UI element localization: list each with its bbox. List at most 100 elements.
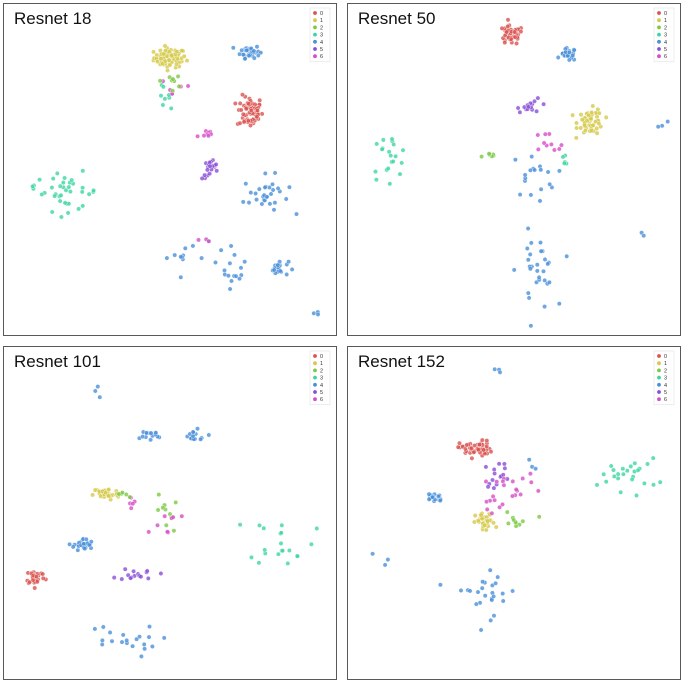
scatter-point-class-2 <box>176 84 182 89</box>
scatter-point-class-6 <box>520 476 526 481</box>
scatter-point-class-1 <box>179 48 185 54</box>
scatter-point-class-3 <box>611 467 616 473</box>
scatter-point-class-6 <box>500 501 505 507</box>
scatter-point-class-0 <box>257 97 263 103</box>
legend-marker-0 <box>313 354 317 358</box>
scatter-point-class-6 <box>179 513 185 519</box>
legend-label-5: 5 <box>664 47 667 53</box>
scatter-point-class-4 <box>262 170 268 176</box>
legend-label-1: 1 <box>320 361 323 367</box>
legend-marker-5 <box>313 390 317 394</box>
scatter-point-class-6 <box>535 132 541 138</box>
scatter-point-class-1 <box>573 135 579 141</box>
scatter-point-class-4 <box>534 268 540 274</box>
scatter-point-class-4 <box>275 185 281 191</box>
scatter-point-class-2 <box>170 76 176 82</box>
legend-label-1: 1 <box>320 18 323 24</box>
scatter-point-class-3 <box>80 168 86 174</box>
scatter-point-class-4 <box>382 562 388 568</box>
scatter-point-class-5 <box>122 566 128 572</box>
scatter-point-class-5 <box>128 575 133 581</box>
scatter-point-class-1 <box>106 493 112 499</box>
scatter-point-class-4 <box>270 181 275 187</box>
scatter-point-class-1 <box>98 493 104 499</box>
scatter-point-class-1 <box>594 130 600 136</box>
legend-marker-1 <box>657 18 661 23</box>
scatter-point-class-6 <box>497 504 503 510</box>
scatter-point-class-6 <box>559 142 564 148</box>
scatter-point-class-5 <box>541 101 547 107</box>
scatter-point-class-4 <box>370 551 375 557</box>
legend-marker-1 <box>657 361 661 366</box>
scatter-point-class-6 <box>484 499 489 505</box>
scatter-point-class-3 <box>635 467 641 473</box>
scatter-point-class-4 <box>259 201 265 207</box>
scatter-point-class-3 <box>278 530 284 536</box>
scatter-point-class-5 <box>111 575 117 581</box>
legend-label-3: 3 <box>664 376 667 382</box>
scatter-point-class-6 <box>535 488 541 494</box>
scatter-point-class-4 <box>532 167 538 173</box>
scatter-point-class-6 <box>146 529 152 535</box>
legend-label-2: 2 <box>320 368 323 374</box>
scatter-point-class-4 <box>426 496 432 502</box>
legend-marker-1 <box>313 18 317 23</box>
scatter-point-class-3 <box>397 171 403 177</box>
legend-marker-3 <box>313 32 317 37</box>
scatter-point-class-2 <box>170 88 176 94</box>
scatter-point-class-6 <box>206 133 211 139</box>
scatter-point-class-4 <box>140 434 146 440</box>
scatter-point-class-3 <box>618 489 624 495</box>
scatter-point-class-4 <box>491 613 497 619</box>
scatter-point-class-5 <box>158 571 164 576</box>
scatter-point-class-0 <box>518 29 524 34</box>
scatter-point-class-0 <box>499 25 505 31</box>
scatter-point-class-3 <box>49 185 55 191</box>
scatter-point-class-4 <box>242 56 248 62</box>
scatter-point-class-3 <box>611 473 617 479</box>
scatter-point-class-3 <box>285 560 291 566</box>
scatter-point-class-5 <box>501 461 507 467</box>
scatter-point-class-3 <box>374 141 380 147</box>
scatter-point-class-4 <box>641 233 647 239</box>
legend-label-5: 5 <box>320 390 323 396</box>
scatter-point-class-4 <box>487 567 493 573</box>
legend-label-2: 2 <box>320 25 323 31</box>
scatter-point-class-3 <box>57 183 63 189</box>
scatter-point-class-0 <box>476 447 481 453</box>
scatter-point-class-4 <box>213 260 218 265</box>
scatter-point-class-4 <box>164 255 170 261</box>
scatter-point-class-4 <box>254 44 260 50</box>
scatter-point-class-2 <box>123 492 129 497</box>
scatter-point-class-4 <box>564 253 570 259</box>
scatter-point-class-3 <box>80 203 86 209</box>
scatter-point-class-4 <box>655 124 661 130</box>
scatter-point-class-0 <box>238 107 244 113</box>
scatter-point-class-0 <box>243 106 249 112</box>
scatter-point-class-2 <box>520 518 526 524</box>
scatter-point-class-0 <box>241 119 247 125</box>
scatter-point-class-4 <box>75 547 81 553</box>
legend-label-4: 4 <box>320 40 323 46</box>
scatter-point-class-3 <box>388 153 394 159</box>
scatter-point-class-4 <box>134 636 140 642</box>
scatter-point-class-3 <box>634 493 639 498</box>
scatter-point-class-0 <box>455 444 461 450</box>
scatter-point-class-0 <box>240 111 246 117</box>
scatter-point-class-4 <box>467 588 473 594</box>
scatter-point-class-3 <box>280 548 285 554</box>
scatter-point-class-5 <box>119 576 125 582</box>
scatter-point-class-4 <box>275 262 281 268</box>
legend-label-6: 6 <box>320 54 323 60</box>
scatter-point-class-4 <box>256 186 262 192</box>
scatter-point-class-4 <box>545 169 551 175</box>
scatter-point-class-4 <box>527 167 533 173</box>
scatter-point-class-6 <box>518 492 524 497</box>
scatter-point-class-4 <box>255 53 261 58</box>
scatter-point-class-4 <box>289 266 295 272</box>
scatter-point-class-3 <box>275 551 281 557</box>
scatter-point-class-4 <box>271 267 277 273</box>
